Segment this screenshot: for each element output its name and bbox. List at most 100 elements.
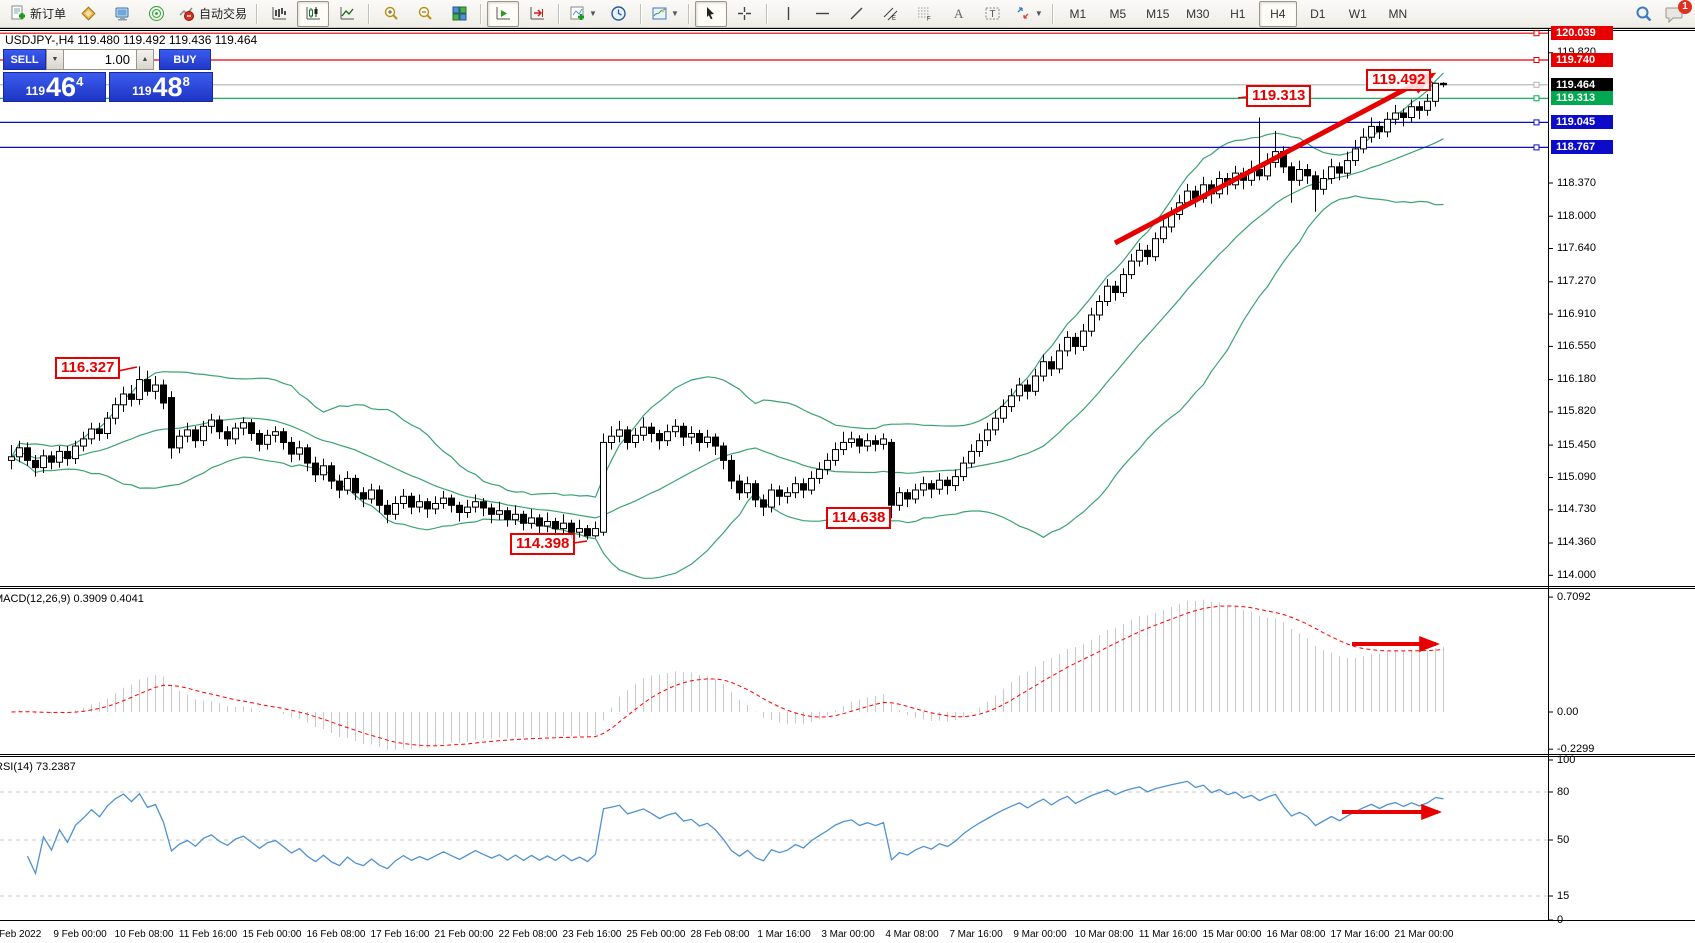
timeframe-M30[interactable]: M30 xyxy=(1179,1,1217,27)
volume-input[interactable] xyxy=(64,49,136,70)
notification-badge: 1 xyxy=(1678,0,1692,14)
bar-chart-mode-icon xyxy=(271,5,288,22)
text-label-icon: T xyxy=(984,5,1001,22)
button-label: D1 xyxy=(1310,6,1326,21)
button-label: 新订单 xyxy=(30,7,67,21)
equidistant-channel-button[interactable]: E xyxy=(875,1,907,27)
periods-button[interactable] xyxy=(603,1,635,27)
horizontal-line-icon xyxy=(814,5,831,22)
button-label: 自动交易 xyxy=(199,7,248,21)
new-order-icon xyxy=(9,5,26,22)
market-watch-button[interactable] xyxy=(72,1,104,27)
periods-icon xyxy=(610,5,627,22)
chart-shift-button[interactable] xyxy=(521,1,553,27)
chevron-down-icon[interactable]: ▼ xyxy=(670,9,679,18)
templates-icon xyxy=(651,5,668,22)
horizontal-line-button[interactable] xyxy=(807,1,839,27)
one-click-trading-panel: SELL ▼ ▲ BUY 119 46 4 119 48 8 xyxy=(3,49,215,102)
macd-label: MACD(12,26,9) 0.3909 0.4041 xyxy=(0,593,144,605)
chevron-down-icon[interactable]: ▼ xyxy=(1034,9,1043,18)
search-icon[interactable] xyxy=(1635,5,1653,23)
svg-text:T: T xyxy=(990,9,996,20)
text-icon: A xyxy=(950,5,967,22)
timeframe-MN[interactable]: MN xyxy=(1379,1,1417,27)
sell-price[interactable]: 119 46 4 xyxy=(3,72,106,102)
vertical-line-button[interactable] xyxy=(773,1,805,27)
line-chart-mode-icon xyxy=(339,5,356,22)
auto-scroll-icon xyxy=(495,5,512,22)
svg-text:F: F xyxy=(927,17,931,23)
chart-title: USDJPY-,H4 119.480 119.492 119.436 119.4… xyxy=(5,33,258,47)
text-button[interactable]: A xyxy=(943,1,975,27)
rsi-indicator xyxy=(0,780,1548,897)
candlestick-series xyxy=(8,82,1447,540)
timeframe-M15[interactable]: M15 xyxy=(1139,1,1177,27)
svg-text:A: A xyxy=(954,6,964,21)
timeframe-M5[interactable]: M5 xyxy=(1099,1,1137,27)
button-label: M5 xyxy=(1109,6,1127,21)
button-label: M1 xyxy=(1069,6,1087,21)
toolbar-separator xyxy=(368,3,371,24)
chat-icon[interactable]: 1 xyxy=(1665,0,1692,23)
cursor-button[interactable] xyxy=(694,0,727,27)
crosshair-icon xyxy=(736,5,753,22)
zoom-out-button[interactable] xyxy=(409,1,441,27)
timeframe-M1[interactable]: M1 xyxy=(1059,1,1097,27)
line-chart-mode-button[interactable] xyxy=(331,1,363,27)
equidistant-channel-icon: E xyxy=(882,5,899,22)
button-label: H1 xyxy=(1230,6,1246,21)
rsi-label: RSI(14) 73.2387 xyxy=(0,761,76,773)
templates-button[interactable]: ▼ xyxy=(647,1,683,27)
toolbar-separator xyxy=(639,3,642,24)
bar-chart-mode-button[interactable] xyxy=(263,1,295,27)
timeframe-H4[interactable]: H4 xyxy=(1258,0,1297,27)
macd-indicator xyxy=(11,600,1444,751)
sell-price-sup: 4 xyxy=(76,74,84,89)
sell-price-small: 119 xyxy=(25,84,46,98)
trend-arrow[interactable] xyxy=(1113,72,1437,246)
auto-trading-icon xyxy=(178,5,195,22)
chart-shift-icon xyxy=(529,5,546,22)
zoom-out-icon xyxy=(417,5,434,22)
timeframe-D1[interactable]: D1 xyxy=(1299,1,1337,27)
toolbar-separator xyxy=(256,3,259,24)
text-label-button[interactable]: T xyxy=(977,1,1009,27)
auto-scroll-button[interactable] xyxy=(487,0,520,27)
button-label: MN xyxy=(1388,6,1408,21)
vertical-line-icon xyxy=(780,5,797,22)
sell-price-big: 46 xyxy=(46,72,77,102)
buy-price[interactable]: 119 48 8 xyxy=(109,72,213,102)
arrows-button[interactable]: ▼ xyxy=(1011,1,1047,27)
volume-decrease-button[interactable]: ▼ xyxy=(46,49,64,70)
timeframe-H1[interactable]: H1 xyxy=(1219,1,1257,27)
indicators-button[interactable]: ▼ xyxy=(565,1,601,27)
zoom-in-button[interactable] xyxy=(375,1,407,27)
auto-trading-button[interactable]: 自动交易 xyxy=(174,1,251,27)
signals-button[interactable] xyxy=(140,1,172,27)
svg-text:E: E xyxy=(892,16,896,22)
fibonacci-button[interactable]: F xyxy=(909,1,941,27)
trendline-icon xyxy=(848,5,865,22)
buy-button[interactable]: BUY xyxy=(159,49,211,70)
tile-windows-icon xyxy=(451,5,468,22)
sell-button[interactable]: SELL xyxy=(3,49,46,70)
signals-icon xyxy=(148,5,165,22)
chevron-down-icon[interactable]: ▼ xyxy=(589,9,597,18)
button-label: H4 xyxy=(1270,6,1286,21)
terminal-icon xyxy=(114,5,131,22)
new-order-button[interactable]: 新订单 xyxy=(5,1,70,27)
trendline-button[interactable] xyxy=(841,1,873,27)
toolbar: 新订单 自动交易 ▼ ▼ E F A T ▼ M1 M5 M15 M30 H1 H4 D1 W1 MN 1 xyxy=(0,0,1695,28)
toolbar-separator xyxy=(687,3,690,24)
tile-windows-button[interactable] xyxy=(443,1,475,27)
candle-chart-mode-button[interactable] xyxy=(297,0,330,27)
button-label: M30 xyxy=(1186,6,1210,21)
timeframe-W1[interactable]: W1 xyxy=(1339,1,1377,27)
crosshair-button[interactable] xyxy=(729,1,761,27)
terminal-button[interactable] xyxy=(106,1,138,27)
toolbar-separator xyxy=(765,3,768,24)
volume-increase-button[interactable]: ▲ xyxy=(136,49,154,70)
horizontal-lines[interactable] xyxy=(0,30,1548,151)
